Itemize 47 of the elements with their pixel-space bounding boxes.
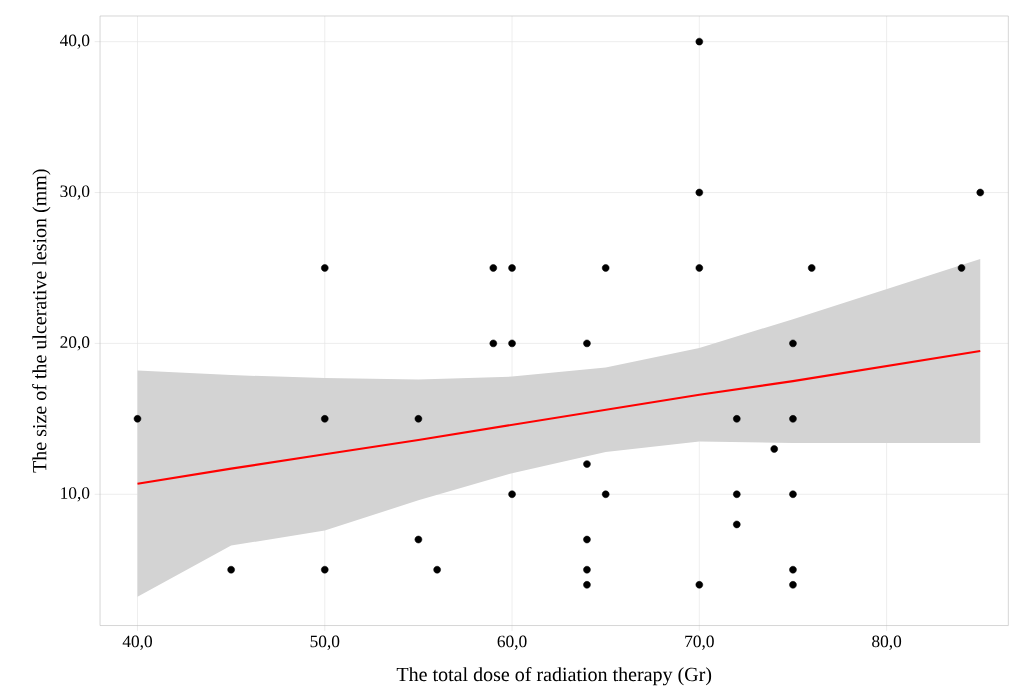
point	[770, 445, 778, 453]
point	[414, 535, 423, 544]
x-tick-label: 60,0	[497, 635, 527, 650]
x-tick-label: 70,0	[685, 635, 714, 650]
point	[583, 339, 591, 348]
y-tick-label: 30,0	[60, 185, 90, 200]
point	[695, 188, 704, 197]
point	[733, 414, 741, 423]
point	[321, 264, 329, 272]
point	[957, 264, 966, 272]
point	[489, 339, 498, 348]
x-axis-title: The total dose of radiation therapy (Gr)	[396, 666, 712, 686]
point	[789, 490, 797, 498]
point	[508, 490, 516, 498]
point	[807, 264, 816, 272]
point	[733, 520, 741, 529]
point	[489, 264, 498, 272]
point	[583, 580, 591, 589]
point	[733, 490, 741, 498]
point	[976, 188, 984, 197]
point	[583, 535, 591, 544]
point	[789, 414, 797, 423]
point	[508, 264, 516, 272]
point	[227, 565, 235, 574]
point	[789, 565, 797, 574]
x-tick-label: 50,0	[310, 635, 340, 650]
point	[321, 565, 329, 574]
point	[695, 37, 704, 46]
x-tick-label: 80,0	[872, 635, 902, 650]
point	[583, 565, 591, 574]
point	[789, 580, 797, 589]
y-tick-label: 10,0	[61, 487, 90, 502]
y-axis-title: The size of the ulcerative lesion (mm)	[32, 169, 51, 473]
y-tick-label: 20,0	[60, 336, 90, 351]
x-tick-label: 40,0	[122, 635, 152, 650]
point	[433, 565, 441, 574]
point	[601, 490, 610, 498]
point	[508, 339, 516, 348]
point	[321, 414, 329, 423]
point	[695, 580, 704, 589]
point	[583, 460, 591, 468]
point	[601, 264, 610, 272]
point	[789, 339, 797, 348]
y-tick-label: 40,0	[59, 34, 90, 49]
point	[414, 414, 423, 423]
point	[133, 414, 142, 423]
point	[695, 264, 704, 272]
